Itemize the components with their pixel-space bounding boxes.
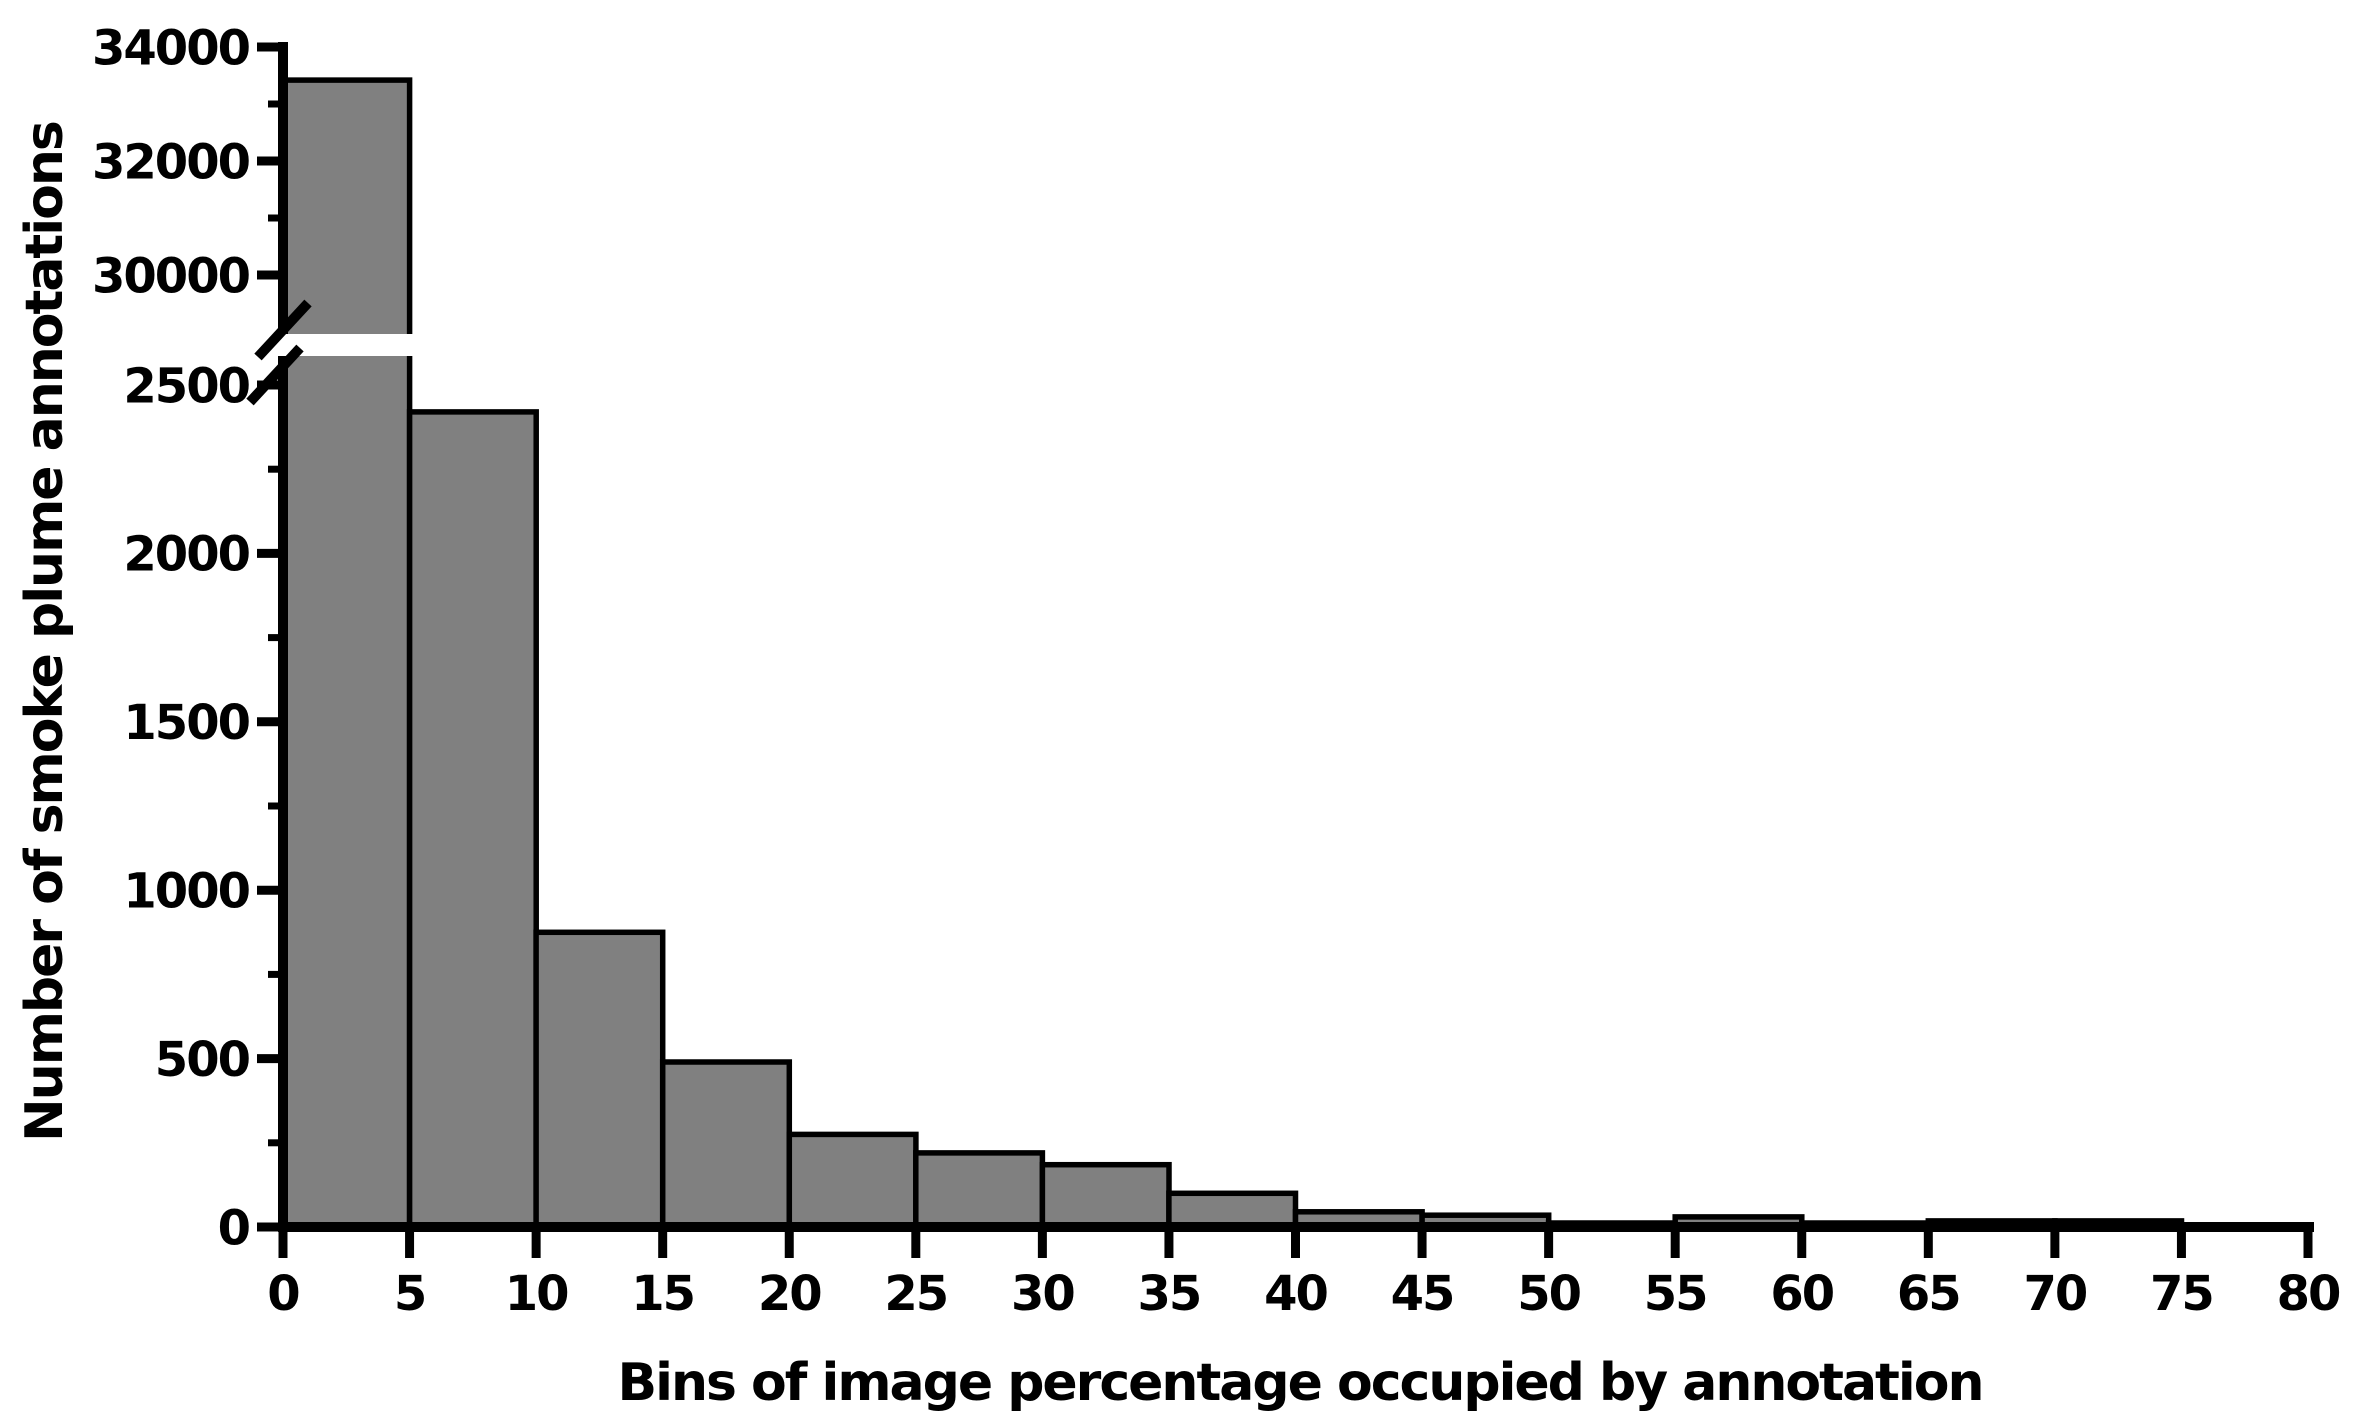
histogram-bar <box>406 409 539 1230</box>
histogram-bar <box>533 929 666 1230</box>
axes-group <box>278 42 2314 1232</box>
y-tick-label: 1500 <box>123 695 249 751</box>
y-tick-label: 2000 <box>123 527 249 583</box>
y-tick-label: 2500 <box>123 358 249 414</box>
axis-break-slash-lower <box>246 344 304 406</box>
x-tick-label: 15 <box>631 1266 694 1322</box>
x-tick-label: 55 <box>1644 1266 1707 1322</box>
x-axis-title: Bins of image percentage occupied by ann… <box>618 1353 1983 1413</box>
y-tick-label: 30000 <box>92 248 250 304</box>
x-tick-label: 5 <box>394 1266 425 1322</box>
y-tick-label: 1000 <box>123 863 249 919</box>
x-tick-label: 45 <box>1391 1266 1454 1322</box>
ticks-group <box>257 42 2313 1258</box>
x-tick-label: 10 <box>505 1266 568 1322</box>
x-tick-label: 80 <box>2277 1266 2340 1322</box>
x-tick-label: 50 <box>1517 1266 1580 1322</box>
histogram-bar <box>1039 1161 1172 1230</box>
x-tick-label: 0 <box>267 1266 299 1322</box>
tick-labels-group: 30000 32000 34000 0 500 1000 1500 2000 2500 0 5 10 1… <box>92 20 2342 1322</box>
y-tick-label: 0 <box>218 1200 250 1256</box>
histogram-bar <box>1166 1190 1299 1230</box>
y-tick-label: 34000 <box>92 20 250 76</box>
x-tick-label: 75 <box>2150 1266 2213 1322</box>
x-tick-label: 40 <box>1264 1266 1327 1322</box>
y-tick-label: 32000 <box>92 134 250 190</box>
y-axis-title: Number of smoke plume annotations <box>15 122 75 1142</box>
axis-break-group <box>246 299 418 406</box>
histogram-bar <box>659 1059 793 1230</box>
x-tick-label: 35 <box>1138 1266 1201 1322</box>
x-tick-label: 70 <box>2023 1266 2086 1322</box>
histogram-bar <box>280 77 413 1230</box>
histogram-bar <box>786 1131 919 1230</box>
x-tick-label: 25 <box>884 1266 947 1322</box>
x-tick-label: 65 <box>1897 1266 1960 1322</box>
x-tick-label: 30 <box>1011 1266 1074 1322</box>
y-tick-label: 500 <box>155 1032 250 1088</box>
x-tick-label: 20 <box>758 1266 821 1322</box>
bars-group <box>280 77 2185 1230</box>
x-tick-label: 60 <box>1770 1266 1833 1322</box>
histogram-bar <box>913 1150 1046 1230</box>
